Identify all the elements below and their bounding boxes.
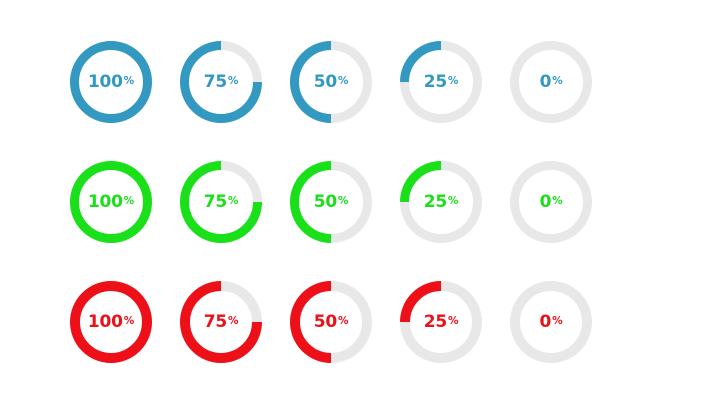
red-row: 100% 75% 50% 25% 0% [0, 262, 722, 382]
gauge-blue-25[interactable]: 25% [386, 27, 496, 137]
gauge-progress-arc [180, 161, 262, 243]
gauge-ring [290, 41, 372, 123]
gauge-red-75[interactable]: 75% [166, 267, 276, 377]
gauge-label: 50% [313, 71, 349, 92]
gauge-value-text: 25 [423, 311, 447, 332]
gauge-label: 25% [423, 71, 459, 92]
gauge-blue-100[interactable]: 100% [56, 27, 166, 137]
gauge-percent-symbol: % [123, 314, 135, 327]
gauge-red-100[interactable]: 100% [56, 267, 166, 377]
gauge-percent-symbol: % [552, 74, 563, 87]
gauge-value-text: 0 [539, 71, 552, 92]
gauge-ring [400, 281, 482, 363]
gauge-value-text: 75 [203, 311, 227, 332]
gauge-progress-arc [290, 161, 332, 243]
gauge-label: 75% [203, 71, 239, 92]
gauge-value-text: 75 [203, 71, 227, 92]
gauge-ring [70, 281, 152, 363]
gauge-label: 100% [88, 191, 135, 212]
gauge-value-text: 100 [88, 191, 123, 212]
gauge-ring [180, 41, 262, 123]
gauge-green-0[interactable]: 0% [496, 147, 606, 257]
gauge-value-text: 100 [87, 311, 123, 332]
gauge-label: 75% [203, 191, 239, 212]
blue-row: 100% 75% 50% 25% 0% [0, 22, 722, 142]
gauge-ring [400, 161, 482, 243]
gauge-value-text: 50 [313, 311, 337, 332]
gauge-track [510, 281, 592, 363]
gauge-percent-symbol: % [227, 194, 239, 207]
gauge-percent-symbol: % [447, 314, 459, 327]
gauge-value-text: 75 [203, 191, 227, 212]
gauge-label: 25% [423, 191, 459, 212]
gauge-progress-arc [290, 281, 332, 363]
gauge-red-0[interactable]: 0% [496, 267, 606, 377]
gauge-blue-0[interactable]: 0% [496, 27, 606, 137]
gauge-ring [70, 161, 152, 243]
gauge-green-75[interactable]: 75% [166, 147, 276, 257]
gauge-value-text: 25 [423, 191, 447, 212]
gauge-percent-symbol: % [123, 74, 135, 87]
gauge-label: 50% [313, 191, 349, 212]
gauge-percent-symbol: % [447, 74, 459, 87]
gauge-progress-arc [180, 281, 262, 363]
gauge-blue-75[interactable]: 75% [166, 27, 276, 137]
green-row: 100% 75% 50% 25% 0% [0, 142, 722, 262]
gauge-label: 100% [88, 71, 135, 92]
gauge-label: 0% [539, 311, 563, 332]
gauge-label: 100% [87, 311, 135, 332]
gauge-label: 0% [539, 71, 563, 92]
gauge-blue-50[interactable]: 50% [276, 27, 386, 137]
gauge-value-text: 0 [539, 191, 552, 212]
gauge-progress-arc [400, 41, 442, 83]
gauge-percent-symbol: % [552, 314, 563, 327]
gauge-red-25[interactable]: 25% [386, 267, 496, 377]
gauge-value-text: 50 [313, 71, 337, 92]
gauge-ring [70, 41, 152, 123]
gauge-value-text: 100 [88, 71, 123, 92]
gauge-label: 75% [203, 311, 239, 332]
gauge-label: 50% [313, 311, 349, 332]
gauge-percent-symbol: % [337, 74, 349, 87]
gauge-value-text: 25 [423, 71, 447, 92]
gauge-track [510, 161, 592, 243]
gauge-progress-arc [400, 281, 442, 323]
gauge-ring [400, 41, 482, 123]
gauge-ring [290, 281, 372, 363]
gauge-value-text: 50 [313, 191, 337, 212]
gauge-ring [510, 161, 592, 243]
gauge-ring [290, 161, 372, 243]
gauge-label: 25% [423, 311, 459, 332]
gauge-percent-symbol: % [552, 194, 563, 207]
gauge-track [510, 41, 592, 123]
gauge-progress-arc [180, 41, 262, 123]
gauge-progress-arc [70, 281, 152, 363]
gauge-progress-arc [290, 41, 332, 123]
gauge-green-25[interactable]: 25% [386, 147, 496, 257]
gauge-green-50[interactable]: 50% [276, 147, 386, 257]
gauge-percent-symbol: % [123, 194, 135, 207]
gauge-progress-arc [400, 161, 442, 203]
gauge-green-100[interactable]: 100% [56, 147, 166, 257]
gauge-progress-arc [70, 161, 152, 243]
gauge-label: 0% [539, 191, 563, 212]
gauge-percent-symbol: % [447, 194, 459, 207]
gauge-progress-arc [70, 41, 152, 123]
gauge-ring [510, 281, 592, 363]
gauge-percent-symbol: % [337, 314, 349, 327]
gauge-ring [510, 41, 592, 123]
gauge-ring [180, 281, 262, 363]
gauge-percent-symbol: % [337, 194, 349, 207]
gauge-percent-symbol: % [227, 74, 239, 87]
gauge-percent-symbol: % [227, 314, 239, 327]
gauge-value-text: 0 [539, 311, 552, 332]
gauge-red-50[interactable]: 50% [276, 267, 386, 377]
gauge-ring [180, 161, 262, 243]
